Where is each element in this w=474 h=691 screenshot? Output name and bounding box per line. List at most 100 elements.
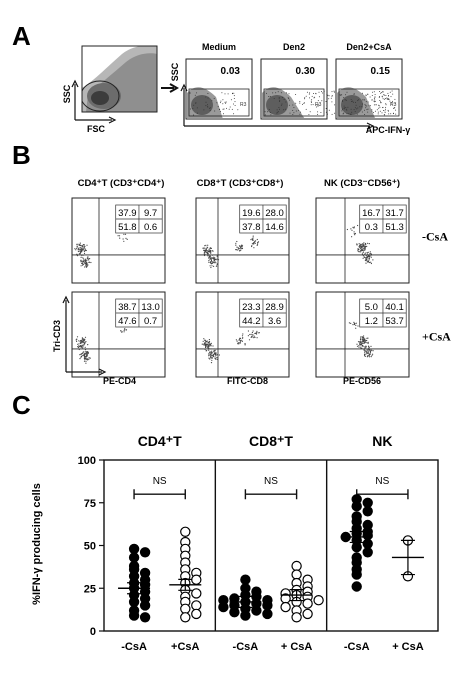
- flow-event-dot: [206, 345, 208, 347]
- ifn-event-dot: [377, 113, 379, 115]
- ifn-event-dot: [222, 103, 224, 105]
- flow-event-dot: [80, 265, 82, 267]
- quadrant-lower-right: 0.6: [144, 222, 157, 233]
- flow-event-dot: [363, 242, 365, 244]
- flow-event-dot: [361, 342, 363, 344]
- ifn-event-dot: [223, 113, 224, 115]
- significance-label: NS: [264, 476, 278, 487]
- flow-event-dot: [81, 254, 83, 257]
- flow-event-dot: [359, 251, 361, 253]
- ifn-event-dot: [374, 100, 376, 102]
- flow-event-dot: [361, 247, 363, 249]
- ifn-event-dot: [357, 100, 359, 102]
- flow-event-dot: [359, 342, 361, 344]
- data-point: [362, 506, 373, 517]
- ifn-event-dot: [300, 111, 302, 113]
- ssc-axis-arrow-2: [180, 83, 188, 126]
- flow-event-dot: [85, 265, 87, 267]
- ifn-event-dot: [384, 110, 386, 112]
- ifn-event-dot: [388, 95, 389, 96]
- flow-event-dot: [79, 345, 81, 347]
- flow-event-dot: [360, 337, 362, 339]
- flow-event-dot: [357, 341, 360, 343]
- flow-event-dot: [360, 336, 362, 338]
- quadrant-upper-right: 28.0: [265, 208, 284, 219]
- flow-event-dot: [81, 337, 83, 339]
- apc-axis-arrow: [184, 122, 375, 130]
- flow-event-dot: [216, 358, 218, 360]
- x-category-label: +CsA: [171, 641, 199, 653]
- flow-event-dot: [362, 257, 364, 259]
- flow-event-dot: [211, 354, 213, 356]
- flow-event-dot: [85, 262, 87, 264]
- ifn-event-dot: [276, 109, 278, 111]
- ifn-event-dot: [278, 97, 280, 99]
- flow-event-dot: [84, 259, 86, 261]
- flow-event-dot: [248, 339, 251, 341]
- flow-event-dot: [364, 252, 366, 254]
- flow-event-dot: [369, 255, 371, 257]
- flow-event-dot: [79, 247, 81, 249]
- flow-event-dot: [84, 357, 86, 359]
- ifn-event-dot: [367, 108, 369, 110]
- flow-event-dot: [237, 247, 239, 249]
- flow-event-dot: [364, 253, 366, 255]
- flow-event-dot: [207, 247, 209, 249]
- ifn-event-dot: [364, 109, 365, 111]
- ifn-event-dot: [196, 112, 198, 114]
- flow-event-dot: [209, 343, 211, 345]
- ifn-event-dot: [233, 113, 235, 115]
- ifn-event-dot: [237, 109, 239, 111]
- ifn-event-dot: [367, 93, 369, 95]
- flow-event-dot: [211, 262, 213, 264]
- ifn-event-dot: [286, 92, 287, 94]
- flow-event-dot: [84, 353, 86, 355]
- flow-event-dot: [364, 339, 366, 341]
- flow-event-dot: [208, 339, 210, 341]
- ssc-axis-label: SSC: [62, 84, 72, 103]
- ifn-event-dot: [328, 98, 330, 100]
- flow-event-dot: [77, 247, 80, 249]
- flow-event-dot: [368, 259, 370, 261]
- group-title: CD4⁺T: [138, 433, 182, 449]
- flow-event-dot: [79, 243, 81, 246]
- data-point: [240, 610, 251, 621]
- ifn-event-dot: [374, 96, 376, 98]
- ifn-event-dot: [310, 102, 312, 103]
- flow-event-dot: [247, 330, 249, 332]
- flow-event-dot: [89, 357, 91, 359]
- flow-event-dot: [206, 252, 208, 254]
- flow-event-dot: [210, 342, 212, 344]
- flow-event-dot: [202, 247, 204, 249]
- ifn-event-dot: [207, 97, 209, 99]
- ifn-event-dot: [270, 111, 272, 113]
- flow-event-dot: [350, 322, 352, 324]
- quadrant-upper-left: 16.7: [362, 208, 381, 219]
- flow-event-dot: [207, 255, 209, 257]
- ifn-event-dot: [231, 108, 233, 110]
- flow-event-dot: [208, 353, 210, 355]
- flow-event-dot: [83, 244, 85, 246]
- flow-event-dot: [83, 258, 85, 260]
- flow-event-dot: [204, 339, 206, 341]
- flow-event-dot: [256, 238, 258, 241]
- flow-event-dot: [216, 258, 218, 260]
- flow-event-dot: [122, 238, 124, 240]
- flow-event-dot: [368, 354, 371, 356]
- flow-event-dot: [256, 244, 258, 246]
- flow-event-dot: [82, 257, 84, 259]
- flow-event-dot: [78, 340, 80, 342]
- flow-event-dot: [366, 339, 368, 342]
- ifn-event-dot: [299, 113, 301, 115]
- flow-event-dot: [363, 338, 365, 340]
- group-0: CD4⁺T NS -CsA +CsA: [118, 433, 202, 653]
- flow-event-dot: [239, 341, 241, 344]
- ifn-event-dot: [352, 101, 354, 103]
- flow-event-dot: [362, 245, 364, 247]
- ifn-event-dot: [222, 108, 224, 110]
- ifn-event-dot: [221, 92, 223, 94]
- flow-event-dot: [209, 247, 212, 249]
- data-point: [191, 588, 202, 599]
- ifn-event-dot: [207, 106, 208, 108]
- ifn-event-dot: [219, 102, 221, 104]
